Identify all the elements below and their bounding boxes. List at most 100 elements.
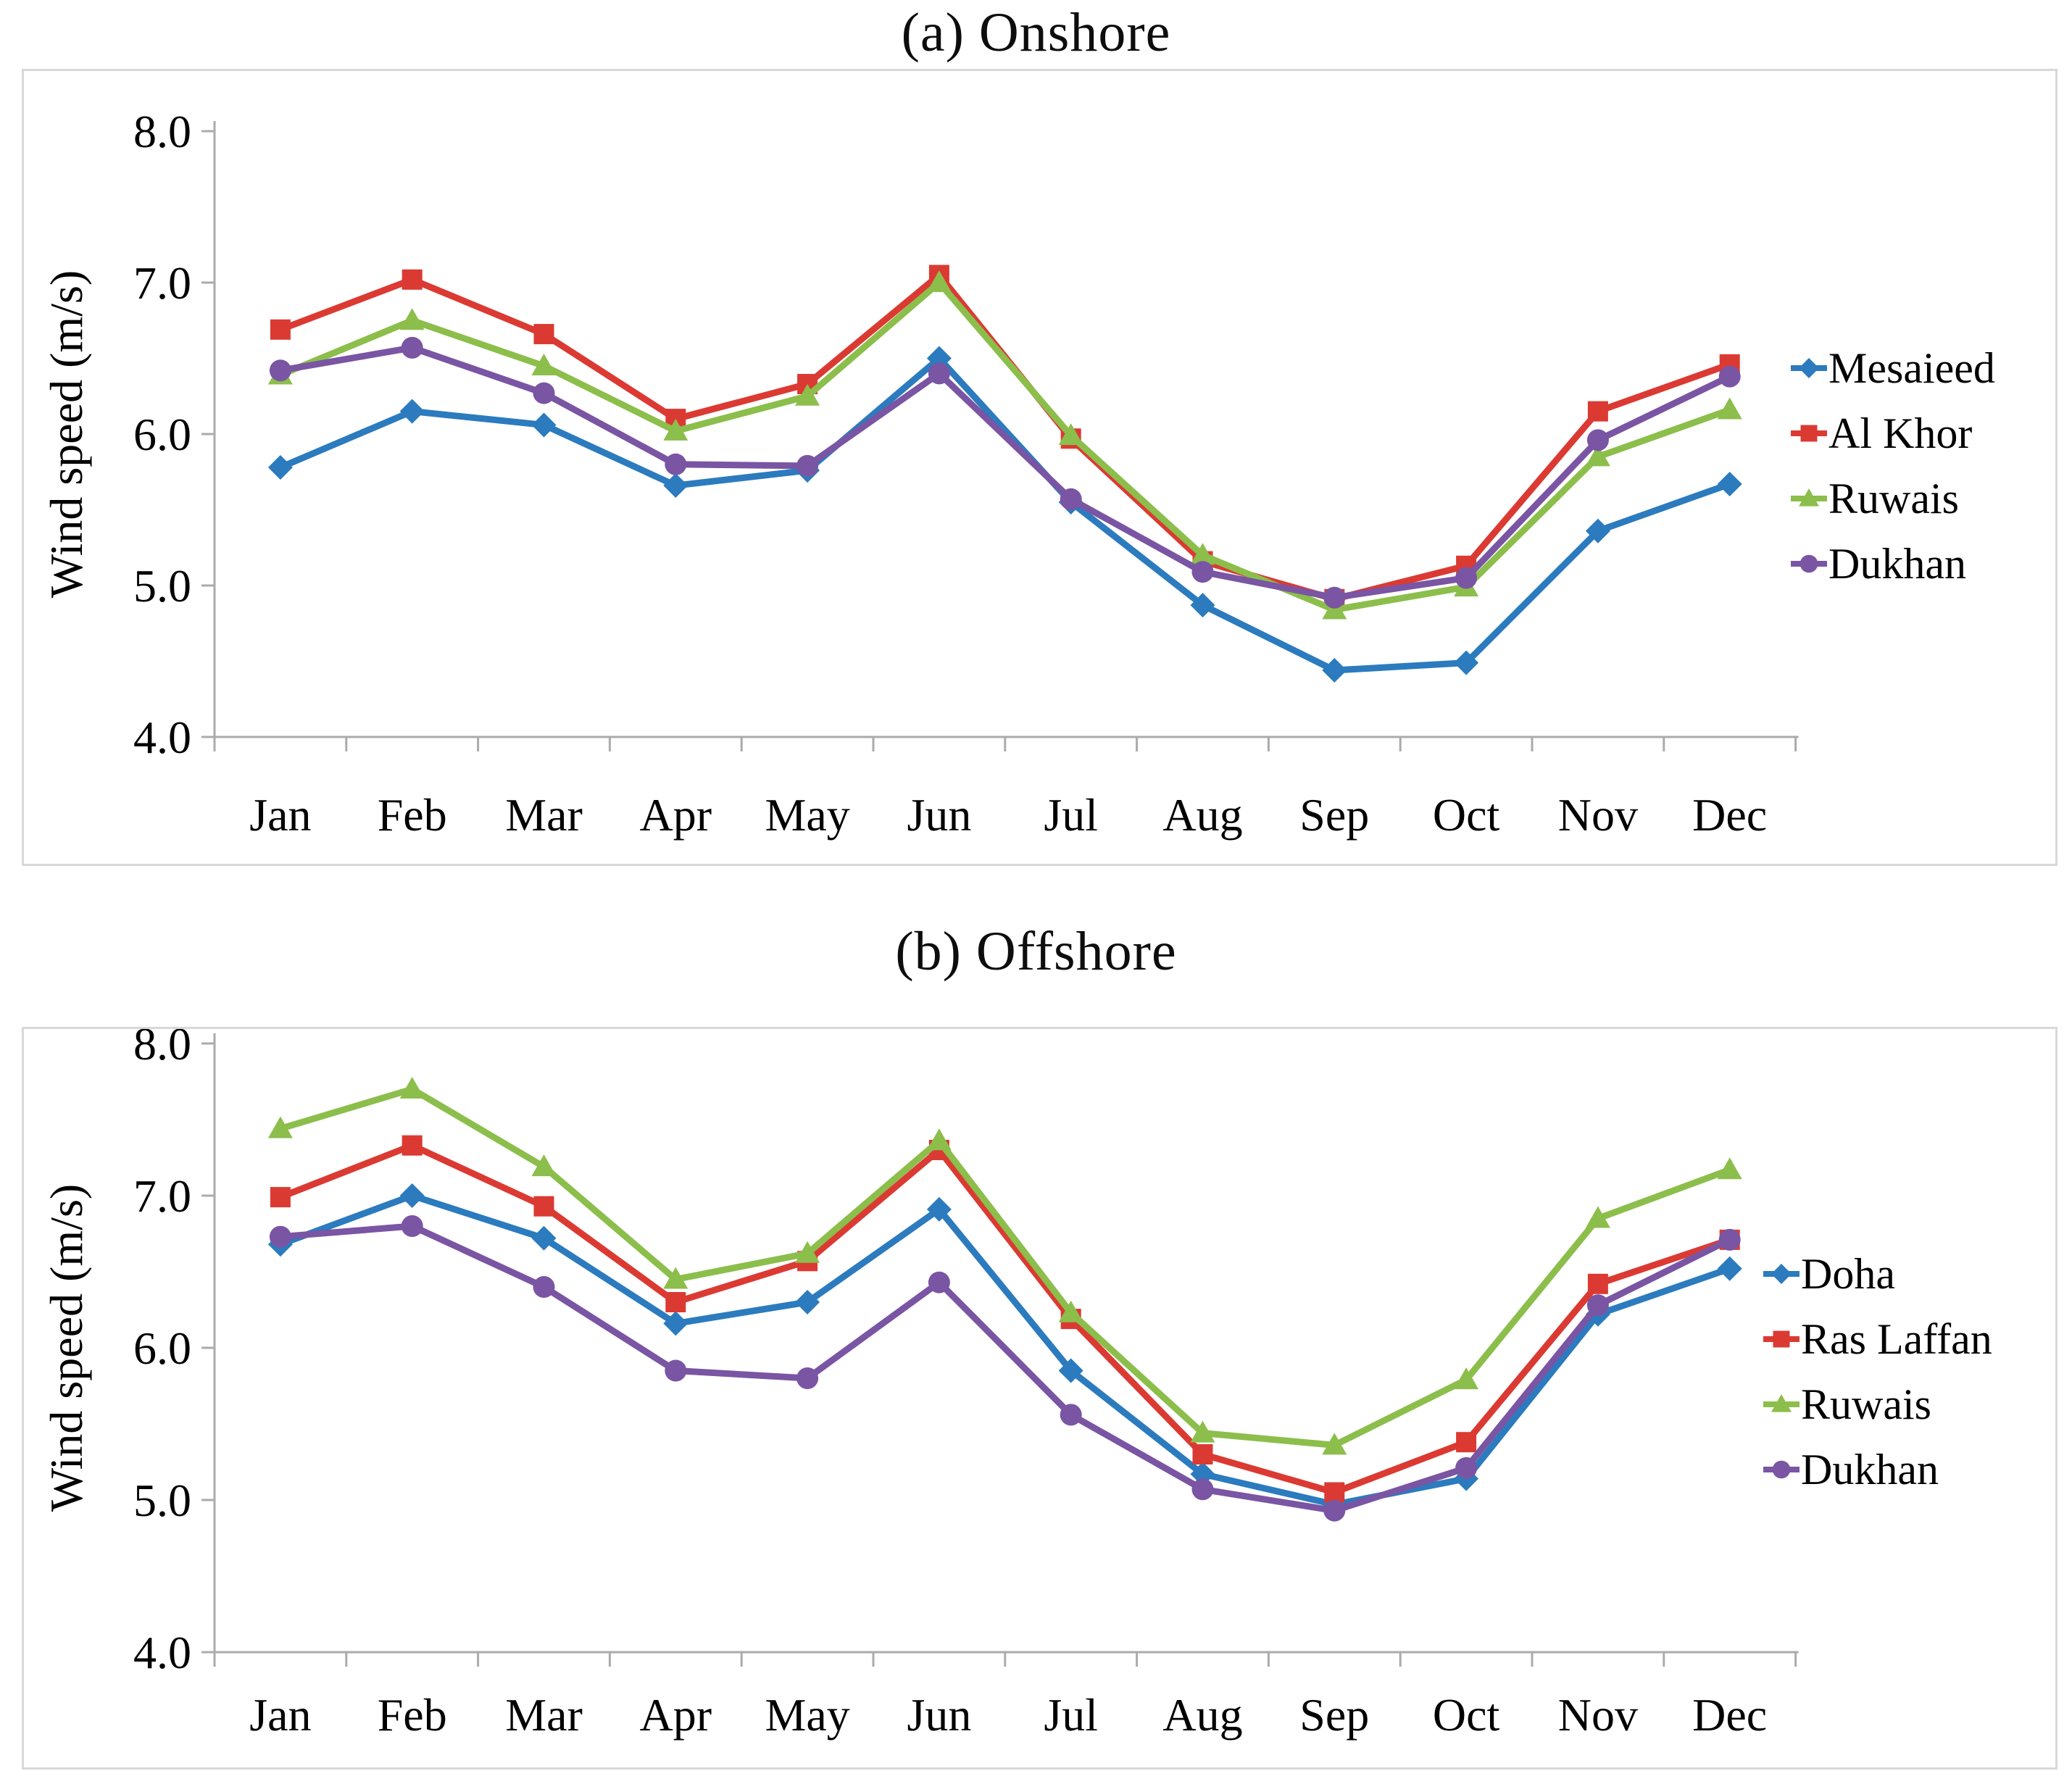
x-category-label: Dec: [1692, 1689, 1767, 1741]
triangle-marker-icon: [795, 1241, 820, 1263]
legend-label: Ruwais: [1828, 475, 1959, 522]
diamond-marker-icon: [1799, 358, 1819, 378]
circle-marker-icon: [1455, 567, 1478, 589]
axes: 8.0 7.0 6.0 5.0 4.0 Jan Feb Mar Apr May Jun Jul Aug S…: [133, 106, 1799, 841]
triangle-marker-icon: [1717, 1157, 1742, 1180]
circle-marker-icon: [665, 1359, 687, 1382]
x-category-label: Feb: [378, 1689, 447, 1741]
diamond-marker-icon: [267, 454, 293, 480]
circle-marker-icon: [269, 1225, 291, 1248]
y-tick-label: 4.0: [133, 1627, 191, 1678]
circle-marker-icon: [796, 1367, 819, 1389]
series-line: [277, 279, 1734, 613]
legend-label: Ras Laffan: [1801, 1315, 1992, 1363]
triangle-marker-icon: [1799, 488, 1819, 507]
legend-label: Dukhan: [1828, 540, 1966, 588]
y-tick-label: 5.0: [133, 1475, 191, 1526]
square-marker-icon: [1763, 1330, 1800, 1348]
x-category-label: Jan: [249, 789, 311, 841]
series-ruwais: [267, 1077, 1742, 1455]
legend-label: Mesaieed: [1828, 344, 1995, 392]
y-tick-label: 8.0: [133, 106, 191, 157]
diamond-marker-icon: [795, 1290, 820, 1314]
triangle-marker-icon: [1585, 1206, 1610, 1228]
diamond-marker-icon: [1791, 358, 1827, 378]
circle-marker-icon: [1791, 554, 1827, 573]
square-marker-icon: [1324, 1482, 1345, 1503]
panel-a-box: 8.0 7.0 6.0 5.0 4.0 Jan Feb Mar Apr May Jun Jul Aug S…: [22, 69, 2058, 866]
x-category-label: Aug: [1162, 1689, 1242, 1741]
square-marker-icon: [665, 1292, 686, 1312]
x-category-label: Feb: [378, 789, 447, 841]
circle-marker-icon: [665, 453, 687, 475]
y-tick-label: 4.0: [133, 712, 191, 763]
x-category-label: Dec: [1692, 789, 1767, 841]
circle-marker-icon: [1772, 1460, 1791, 1479]
x-category-label: Jan: [249, 1689, 311, 1741]
series-line: [277, 1142, 1734, 1496]
triangle-marker-icon: [1058, 423, 1083, 446]
diamond-marker-icon: [926, 346, 952, 371]
x-category-label: Nov: [1558, 1689, 1638, 1741]
legend-item-dukhan-offshore: Dukhan: [1762, 1437, 1992, 1502]
circle-marker-icon: [401, 336, 423, 359]
x-category-label: Mar: [505, 789, 583, 841]
diamond-marker-icon: [531, 412, 557, 438]
square-marker-icon: [1791, 425, 1827, 442]
y-tick-label: 7.0: [133, 1170, 191, 1222]
diamond-marker-icon: [1058, 1358, 1083, 1383]
triangle-marker-icon: [1058, 1300, 1083, 1322]
legend-item-ruwais-offshore: Ruwais: [1762, 1372, 1992, 1437]
circle-marker-icon: [1060, 488, 1082, 510]
series-line: [277, 1192, 1734, 1508]
x-category-label: Aug: [1162, 789, 1242, 841]
legend-item-ras-laffan: Ras Laffan: [1762, 1307, 1992, 1372]
series-line: [277, 1085, 1734, 1449]
diamond-marker-icon: [1190, 1462, 1215, 1487]
onshore-chart: 8.0 7.0 6.0 5.0 4.0 Jan Feb Mar Apr May Jun Jul Aug S…: [41, 106, 1799, 841]
axes: 8.0 7.0 6.0 5.0 4.0 Jan Feb Mar Apr May Jun Jul Aug S…: [133, 1029, 1799, 1741]
square-marker-icon: [1587, 1273, 1608, 1294]
diamond-marker-icon: [1763, 1264, 1800, 1284]
series-line: [277, 355, 1734, 674]
diamond-marker-icon: [663, 1311, 688, 1336]
triangle-marker-icon: [926, 270, 952, 292]
circle-marker-icon: [269, 359, 291, 382]
circle-marker-icon: [1586, 429, 1609, 451]
panel-b-title: (b) Offshore: [895, 921, 1177, 982]
x-category-label: May: [765, 1689, 849, 1741]
x-category-label: Jul: [1044, 789, 1098, 841]
diamond-marker-icon: [1585, 518, 1610, 543]
y-tick-label: 6.0: [133, 409, 191, 460]
x-category-label: Oct: [1433, 789, 1500, 841]
legend-item-ruwais: Ruwais: [1789, 466, 1995, 531]
circle-marker-icon: [1060, 1404, 1082, 1426]
circle-marker-icon: [1800, 554, 1818, 573]
diamond-marker-icon: [531, 1225, 557, 1251]
x-category-label: Mar: [505, 1689, 583, 1741]
triangle-marker-icon: [1791, 488, 1827, 507]
circle-marker-icon: [1718, 365, 1741, 388]
y-axis-title: Wind speed (m/s): [41, 270, 92, 598]
x-category-label: Apr: [640, 789, 712, 841]
y-tick-label: 8.0: [133, 1029, 191, 1070]
diamond-marker-icon: [1771, 1264, 1792, 1284]
circle-marker-icon: [1191, 561, 1214, 583]
square-marker-icon: [1192, 1444, 1213, 1464]
x-category-label: Jun: [907, 1689, 971, 1741]
panel-b-legend: Doha Ras Laffan Ruwais Dukhan: [1762, 1241, 1992, 1502]
triangle-marker-icon: [399, 308, 425, 330]
x-category-label: Jul: [1044, 1689, 1098, 1741]
y-tick-label: 5.0: [133, 560, 191, 612]
square-marker-icon: [270, 319, 291, 340]
diamond-marker-icon: [663, 473, 688, 499]
square-marker-icon: [1587, 401, 1608, 422]
diamond-marker-icon: [1717, 471, 1742, 496]
x-category-label: Nov: [1558, 789, 1638, 841]
legend-item-doha: Doha: [1762, 1241, 1992, 1307]
y-axis-title: Wind speed (m/s): [41, 1184, 92, 1512]
offshore-chart: 8.0 7.0 6.0 5.0 4.0 Jan Feb Mar Apr May Jun Jul Aug S…: [41, 1029, 1799, 1741]
triangle-marker-icon: [663, 1267, 688, 1289]
square-marker-icon: [1773, 1330, 1790, 1348]
